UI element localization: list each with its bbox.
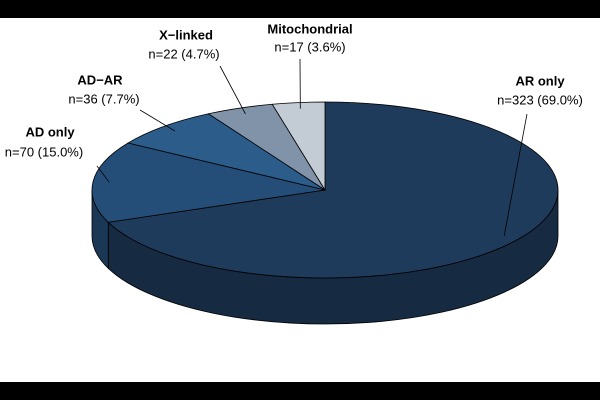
- bottom-bar: [0, 382, 600, 400]
- slice-name: AR only: [515, 73, 565, 88]
- slice-name: X−linked: [159, 27, 213, 42]
- slice: [91, 142, 326, 223]
- top-bar: [0, 0, 600, 18]
- slice-name: Mitochondrial: [267, 21, 352, 36]
- slice-value-label: n=17 (3.6%): [274, 39, 345, 54]
- leader-line: [96, 165, 110, 183]
- slice-value-label: n=22 (4.7%): [148, 46, 219, 61]
- slice-name: AD−AR: [77, 72, 123, 87]
- slice: [107, 101, 559, 279]
- slice-value-label: n=70 (15.0%): [5, 144, 83, 159]
- slice-value-label: n=36 (7.7%): [68, 91, 139, 106]
- slice: [271, 101, 326, 192]
- leader-line: [219, 65, 246, 115]
- leader-line: [139, 109, 176, 132]
- slice: [127, 113, 326, 191]
- slice-name: AD only: [25, 124, 75, 139]
- slice-value-label: n=323 (69.0%): [497, 92, 583, 107]
- leader-line: [503, 113, 528, 237]
